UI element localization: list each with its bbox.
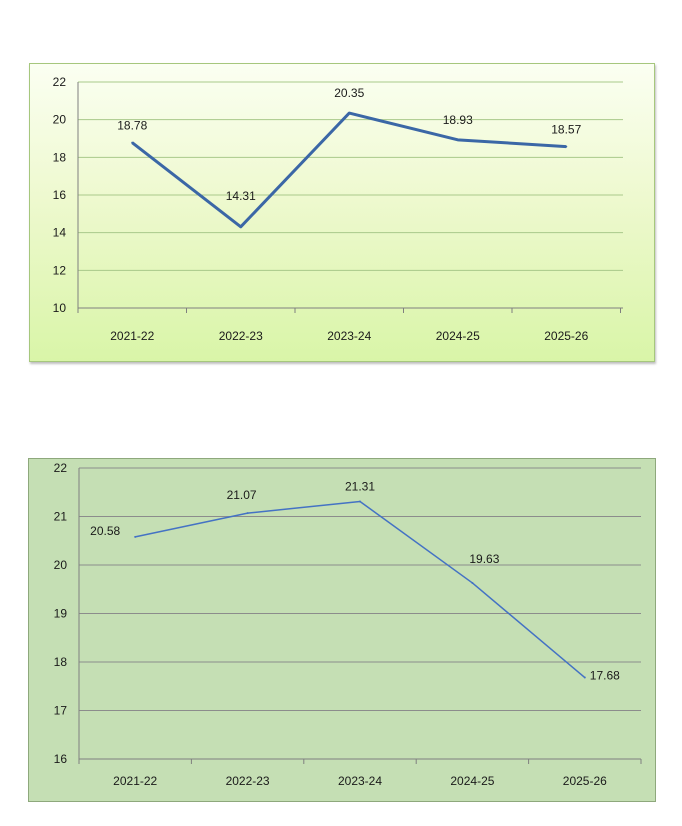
data-label-bottom-2025-26: 17.68 [590, 669, 620, 683]
x-tick-label-bottom-2023-24: 2023-24 [338, 774, 382, 788]
y-tick-label-top-20: 20 [53, 113, 67, 127]
x-tick-label-top-2022-23: 2022-23 [219, 329, 263, 343]
y-tick-label-top-12: 12 [53, 263, 67, 277]
x-tick-label-bottom-2021-22: 2021-22 [113, 774, 157, 788]
data-label-bottom-2021-22: 20.58 [90, 524, 120, 538]
data-point-bottom-2022-23 [246, 512, 249, 515]
data-label-bottom-2022-23: 21.07 [227, 488, 257, 502]
line-chart-bottom: 16 17 18 19 20 21 22 2021-22 2022-23 2023-24 2024-… [54, 461, 642, 788]
series-line-top [131, 111, 567, 229]
y-tick-label-bottom-22: 22 [54, 461, 68, 475]
data-point-top-2025-26 [565, 145, 568, 148]
y-tick-label-bottom-21: 21 [54, 510, 68, 524]
y-tick-label-top-18: 18 [53, 150, 67, 164]
data-label-top-2024-25: 18.93 [443, 113, 473, 127]
x-tick-label-top-2021-22: 2021-22 [110, 329, 154, 343]
y-tick-label-bottom-16: 16 [54, 752, 68, 766]
data-point-bottom-2025-26 [583, 676, 586, 679]
data-point-top-2023-24 [348, 112, 351, 115]
data-label-bottom-2024-25: 19.63 [469, 552, 499, 566]
data-label-top-2021-22: 18.78 [117, 119, 147, 133]
data-label-bottom-2023-24: 21.31 [345, 479, 375, 493]
line-chart-top: 10 12 14 16 18 20 22 2021-22 2022-23 2023-24 2024-… [53, 75, 623, 343]
y-tick-label-bottom-17: 17 [54, 704, 68, 718]
x-tick-label-bottom-2022-23: 2022-23 [226, 774, 270, 788]
y-tick-label-top-22: 22 [53, 75, 67, 89]
x-tick-label-bottom-2025-26: 2025-26 [563, 774, 607, 788]
data-label-top-2023-24: 20.35 [334, 86, 364, 100]
y-tick-label-bottom-18: 18 [54, 655, 68, 669]
data-point-bottom-2024-25 [471, 581, 474, 584]
chart-panel-top: 10 12 14 16 18 20 22 2021-22 2022-23 2023-24 2024-… [29, 63, 655, 362]
x-tick-label-top-2023-24: 2023-24 [327, 329, 371, 343]
x-tick-label-top-2025-26: 2025-26 [544, 329, 588, 343]
data-point-top-2024-25 [456, 138, 459, 141]
data-label-top-2025-26: 18.57 [551, 123, 581, 137]
y-tick-label-top-14: 14 [53, 226, 67, 240]
y-tick-label-top-10: 10 [53, 301, 67, 315]
data-point-top-2022-23 [239, 225, 242, 228]
chart-panel-bottom: 16 17 18 19 20 21 22 2021-22 2022-23 2023-24 2024-… [28, 458, 656, 802]
data-point-bottom-2021-22 [134, 535, 137, 538]
data-point-bottom-2023-24 [359, 500, 361, 503]
y-tick-label-top-16: 16 [53, 188, 67, 202]
y-tick-label-bottom-19: 19 [54, 607, 68, 621]
x-tick-label-top-2024-25: 2024-25 [436, 329, 480, 343]
data-point-top-2021-22 [131, 141, 134, 144]
series-line-bottom [135, 500, 586, 679]
x-tick-label-bottom-2024-25: 2024-25 [450, 774, 494, 788]
data-label-top-2022-23: 14.31 [226, 189, 256, 203]
y-tick-label-bottom-20: 20 [54, 558, 68, 572]
